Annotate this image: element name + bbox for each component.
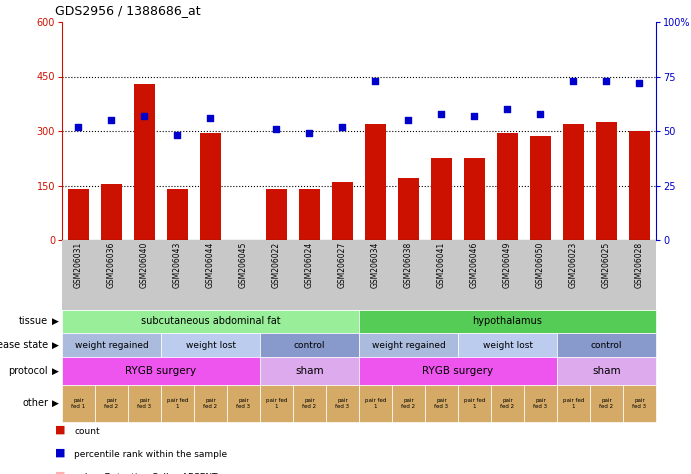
Text: pair
fed 2: pair fed 2 bbox=[599, 398, 614, 409]
Point bbox=[172, 132, 183, 139]
Text: GSM206022: GSM206022 bbox=[272, 242, 281, 288]
Text: weight regained: weight regained bbox=[75, 340, 149, 349]
Text: weight regained: weight regained bbox=[372, 340, 446, 349]
Text: GSM206045: GSM206045 bbox=[239, 242, 248, 288]
Text: ■: ■ bbox=[55, 448, 66, 458]
Point bbox=[304, 129, 315, 137]
Text: pair
fed 3: pair fed 3 bbox=[138, 398, 151, 409]
Text: disease state: disease state bbox=[0, 340, 48, 350]
Point bbox=[337, 123, 348, 130]
Bar bbox=[167, 189, 188, 240]
Text: pair
fed 2: pair fed 2 bbox=[203, 398, 218, 409]
Text: tissue: tissue bbox=[19, 317, 48, 327]
Text: GSM206046: GSM206046 bbox=[470, 242, 479, 288]
Bar bbox=[332, 182, 353, 240]
Bar bbox=[101, 184, 122, 240]
Bar bbox=[430, 158, 452, 240]
Text: GSM206023: GSM206023 bbox=[569, 242, 578, 288]
Bar bbox=[200, 133, 221, 240]
Text: pair
fed 3: pair fed 3 bbox=[335, 398, 350, 409]
Text: GSM206036: GSM206036 bbox=[107, 242, 116, 288]
Point bbox=[535, 110, 546, 118]
Text: GSM206034: GSM206034 bbox=[371, 242, 380, 288]
Text: GSM206025: GSM206025 bbox=[602, 242, 611, 288]
Point bbox=[601, 77, 612, 85]
Text: pair
fed 1: pair fed 1 bbox=[71, 398, 86, 409]
Text: subcutaneous abdominal fat: subcutaneous abdominal fat bbox=[141, 317, 281, 327]
Point bbox=[469, 112, 480, 119]
Bar bbox=[398, 178, 419, 240]
Text: sham: sham bbox=[295, 366, 324, 376]
Text: percentile rank within the sample: percentile rank within the sample bbox=[75, 450, 227, 459]
Point bbox=[436, 110, 447, 118]
Text: pair
fed 2: pair fed 2 bbox=[500, 398, 515, 409]
Text: GSM206040: GSM206040 bbox=[140, 242, 149, 288]
Bar bbox=[68, 189, 89, 240]
Text: GSM206044: GSM206044 bbox=[206, 242, 215, 288]
Text: GSM206041: GSM206041 bbox=[437, 242, 446, 288]
Text: pair
fed 2: pair fed 2 bbox=[401, 398, 415, 409]
Text: pair
fed 3: pair fed 3 bbox=[632, 398, 647, 409]
Point bbox=[205, 114, 216, 122]
Text: pair
fed 2: pair fed 2 bbox=[303, 398, 316, 409]
Bar bbox=[497, 133, 518, 240]
Text: ▶: ▶ bbox=[52, 340, 59, 349]
Bar bbox=[464, 158, 485, 240]
Bar bbox=[365, 124, 386, 240]
Point bbox=[568, 77, 579, 85]
Text: pair fed
1: pair fed 1 bbox=[562, 398, 584, 409]
Bar bbox=[530, 137, 551, 240]
Text: ▶: ▶ bbox=[52, 366, 59, 375]
Text: control: control bbox=[294, 340, 325, 349]
Point bbox=[502, 105, 513, 113]
Point bbox=[370, 77, 381, 85]
Text: GSM206043: GSM206043 bbox=[173, 242, 182, 288]
Point bbox=[106, 116, 117, 124]
Bar bbox=[266, 189, 287, 240]
Text: GSM206024: GSM206024 bbox=[305, 242, 314, 288]
Text: count: count bbox=[75, 428, 100, 437]
Point bbox=[403, 116, 414, 124]
Bar bbox=[134, 84, 155, 240]
Text: pair fed
1: pair fed 1 bbox=[464, 398, 485, 409]
Bar bbox=[562, 124, 584, 240]
Text: GSM206031: GSM206031 bbox=[74, 242, 83, 288]
Bar bbox=[629, 131, 650, 240]
Bar bbox=[299, 189, 320, 240]
Bar bbox=[596, 122, 617, 240]
Text: value, Detection Call = ABSENT: value, Detection Call = ABSENT bbox=[75, 473, 218, 474]
Text: sham: sham bbox=[592, 366, 621, 376]
Text: GSM206028: GSM206028 bbox=[635, 242, 644, 288]
Text: GSM206038: GSM206038 bbox=[404, 242, 413, 288]
Text: other: other bbox=[22, 399, 48, 409]
Point bbox=[634, 79, 645, 87]
Text: RYGB surgery: RYGB surgery bbox=[126, 366, 196, 376]
Text: GSM206050: GSM206050 bbox=[536, 242, 545, 288]
Text: weight lost: weight lost bbox=[185, 340, 236, 349]
Point bbox=[271, 125, 282, 133]
Text: pair fed
1: pair fed 1 bbox=[167, 398, 188, 409]
Text: ■: ■ bbox=[55, 471, 66, 474]
Point bbox=[73, 123, 84, 130]
Text: RYGB surgery: RYGB surgery bbox=[422, 366, 493, 376]
Text: hypothalamus: hypothalamus bbox=[473, 317, 542, 327]
Text: weight lost: weight lost bbox=[482, 340, 533, 349]
Text: GDS2956 / 1388686_at: GDS2956 / 1388686_at bbox=[55, 4, 200, 17]
Text: control: control bbox=[591, 340, 623, 349]
Text: protocol: protocol bbox=[8, 366, 48, 376]
Text: pair fed
1: pair fed 1 bbox=[365, 398, 386, 409]
Text: pair
fed 3: pair fed 3 bbox=[236, 398, 251, 409]
Text: pair
fed 2: pair fed 2 bbox=[104, 398, 119, 409]
Point bbox=[139, 112, 150, 119]
Text: ▶: ▶ bbox=[52, 399, 59, 408]
Text: ■: ■ bbox=[55, 425, 66, 435]
Text: ▶: ▶ bbox=[52, 317, 59, 326]
Text: GSM206027: GSM206027 bbox=[338, 242, 347, 288]
Text: GSM206049: GSM206049 bbox=[503, 242, 512, 288]
Text: pair fed
1: pair fed 1 bbox=[266, 398, 287, 409]
Text: pair
fed 3: pair fed 3 bbox=[533, 398, 547, 409]
Text: pair
fed 3: pair fed 3 bbox=[435, 398, 448, 409]
